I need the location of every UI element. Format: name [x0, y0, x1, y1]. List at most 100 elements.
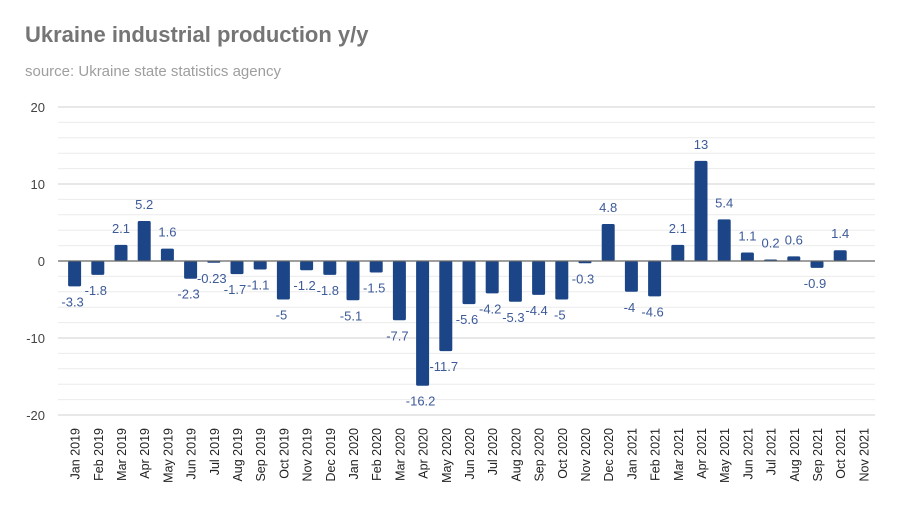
data-label: -1.5 [363, 281, 385, 296]
data-label: -0.9 [804, 276, 826, 291]
data-label: -1.8 [317, 283, 339, 298]
x-tick-label: Aug 2020 [509, 428, 523, 482]
x-tick-label: Dec 2019 [324, 428, 338, 482]
data-label: 13 [694, 137, 708, 152]
data-label: -5.3 [502, 310, 524, 325]
bar [439, 261, 453, 352]
data-label: -0.3 [572, 271, 594, 286]
bar [624, 261, 638, 292]
bar [137, 220, 151, 261]
bar [462, 261, 476, 305]
bar [416, 261, 430, 386]
bar [694, 160, 708, 261]
data-label: -3.3 [61, 294, 83, 309]
bar [717, 219, 731, 261]
x-tick-label: Oct 2021 [834, 428, 848, 479]
bar [485, 261, 499, 294]
bar [508, 261, 522, 302]
x-tick-label: Jul 2019 [208, 428, 222, 475]
data-label: -0.23 [197, 271, 227, 286]
bar [787, 256, 801, 261]
x-tick-label: Jun 2020 [463, 428, 477, 479]
x-tick-label: Sep 2021 [811, 428, 825, 482]
x-tick-label: Jan 2019 [69, 428, 83, 479]
bar [532, 261, 546, 295]
y-tick-label: -10 [26, 331, 45, 346]
x-tick-label: Sep 2019 [254, 428, 268, 482]
x-tick-label: Oct 2019 [277, 428, 291, 479]
bar [253, 261, 267, 270]
data-label: -5 [276, 308, 288, 323]
x-tick-label: Mar 2020 [393, 428, 407, 481]
data-label: -1.1 [247, 277, 269, 292]
x-tick-label: Apr 2019 [138, 428, 152, 479]
x-tick-label: Jun 2019 [185, 428, 199, 479]
bar [392, 261, 406, 321]
x-tick-label: Aug 2019 [231, 428, 245, 482]
bar [68, 261, 82, 287]
bar [648, 261, 662, 297]
bar [91, 261, 105, 275]
x-tick-label: Apr 2020 [417, 428, 431, 479]
data-label: 1.1 [738, 229, 756, 244]
x-tick-label: Feb 2020 [370, 428, 384, 481]
x-tick-label: May 2021 [718, 428, 732, 483]
chart-title: Ukraine industrial production y/y [25, 22, 369, 47]
data-label: -16.2 [406, 394, 436, 409]
data-label: -4.2 [479, 301, 501, 316]
bar [346, 261, 360, 301]
bar [300, 261, 314, 271]
data-label: -5.1 [340, 308, 362, 323]
bar [276, 261, 290, 300]
data-label: -5.6 [456, 312, 478, 327]
x-tick-label: May 2020 [440, 428, 454, 483]
y-tick-label: 0 [38, 254, 45, 269]
data-label: -11.7 [429, 359, 458, 374]
x-tick-label: Mar 2019 [115, 428, 129, 481]
data-label: -5 [554, 308, 566, 323]
bar [184, 261, 198, 279]
data-label: -1.8 [85, 283, 107, 298]
bar [671, 244, 685, 261]
data-label: 2.1 [112, 221, 130, 236]
x-tick-label: Jul 2020 [486, 428, 500, 475]
data-label: 5.4 [715, 195, 733, 210]
data-label: -1.7 [224, 282, 246, 297]
x-tick-label: Jul 2021 [765, 428, 779, 475]
data-label: 0.2 [762, 235, 780, 250]
data-label: -4 [624, 300, 636, 315]
x-tick-label: Nov 2021 [857, 428, 871, 482]
bar [160, 248, 174, 261]
data-label: -4.4 [525, 303, 547, 318]
bar [601, 224, 615, 261]
data-label: 2.1 [669, 221, 687, 236]
data-label: 4.8 [599, 200, 617, 215]
bar [833, 250, 847, 261]
data-label: -4.6 [641, 304, 663, 319]
chart-subtitle: source: Ukraine state statistics agency [25, 63, 281, 80]
x-tick-label: May 2019 [161, 428, 175, 483]
x-tick-label: Jan 2020 [347, 428, 361, 479]
x-tick-label: Oct 2020 [556, 428, 570, 479]
x-tick-label: Jan 2021 [625, 428, 639, 479]
x-tick-label: Feb 2019 [92, 428, 106, 481]
bar [114, 244, 128, 261]
bar [369, 261, 383, 273]
data-label: 5.2 [135, 197, 153, 212]
y-tick-label: -20 [26, 408, 45, 423]
data-label: -1.2 [293, 278, 315, 293]
bar [230, 261, 244, 275]
x-tick-label: Aug 2021 [788, 428, 802, 482]
x-tick-label: Feb 2021 [649, 428, 663, 481]
x-tick-label: Nov 2020 [579, 428, 593, 482]
y-tick-label: 10 [31, 177, 45, 192]
x-tick-label: Sep 2020 [533, 428, 547, 482]
bar [740, 252, 754, 261]
data-label: 0.6 [785, 232, 803, 247]
x-tick-label: Nov 2019 [301, 428, 315, 482]
x-tick-label: Mar 2021 [672, 428, 686, 481]
data-label: 1.6 [158, 225, 176, 240]
x-tick-label: Dec 2020 [602, 428, 616, 482]
data-label: -7.7 [386, 328, 408, 343]
